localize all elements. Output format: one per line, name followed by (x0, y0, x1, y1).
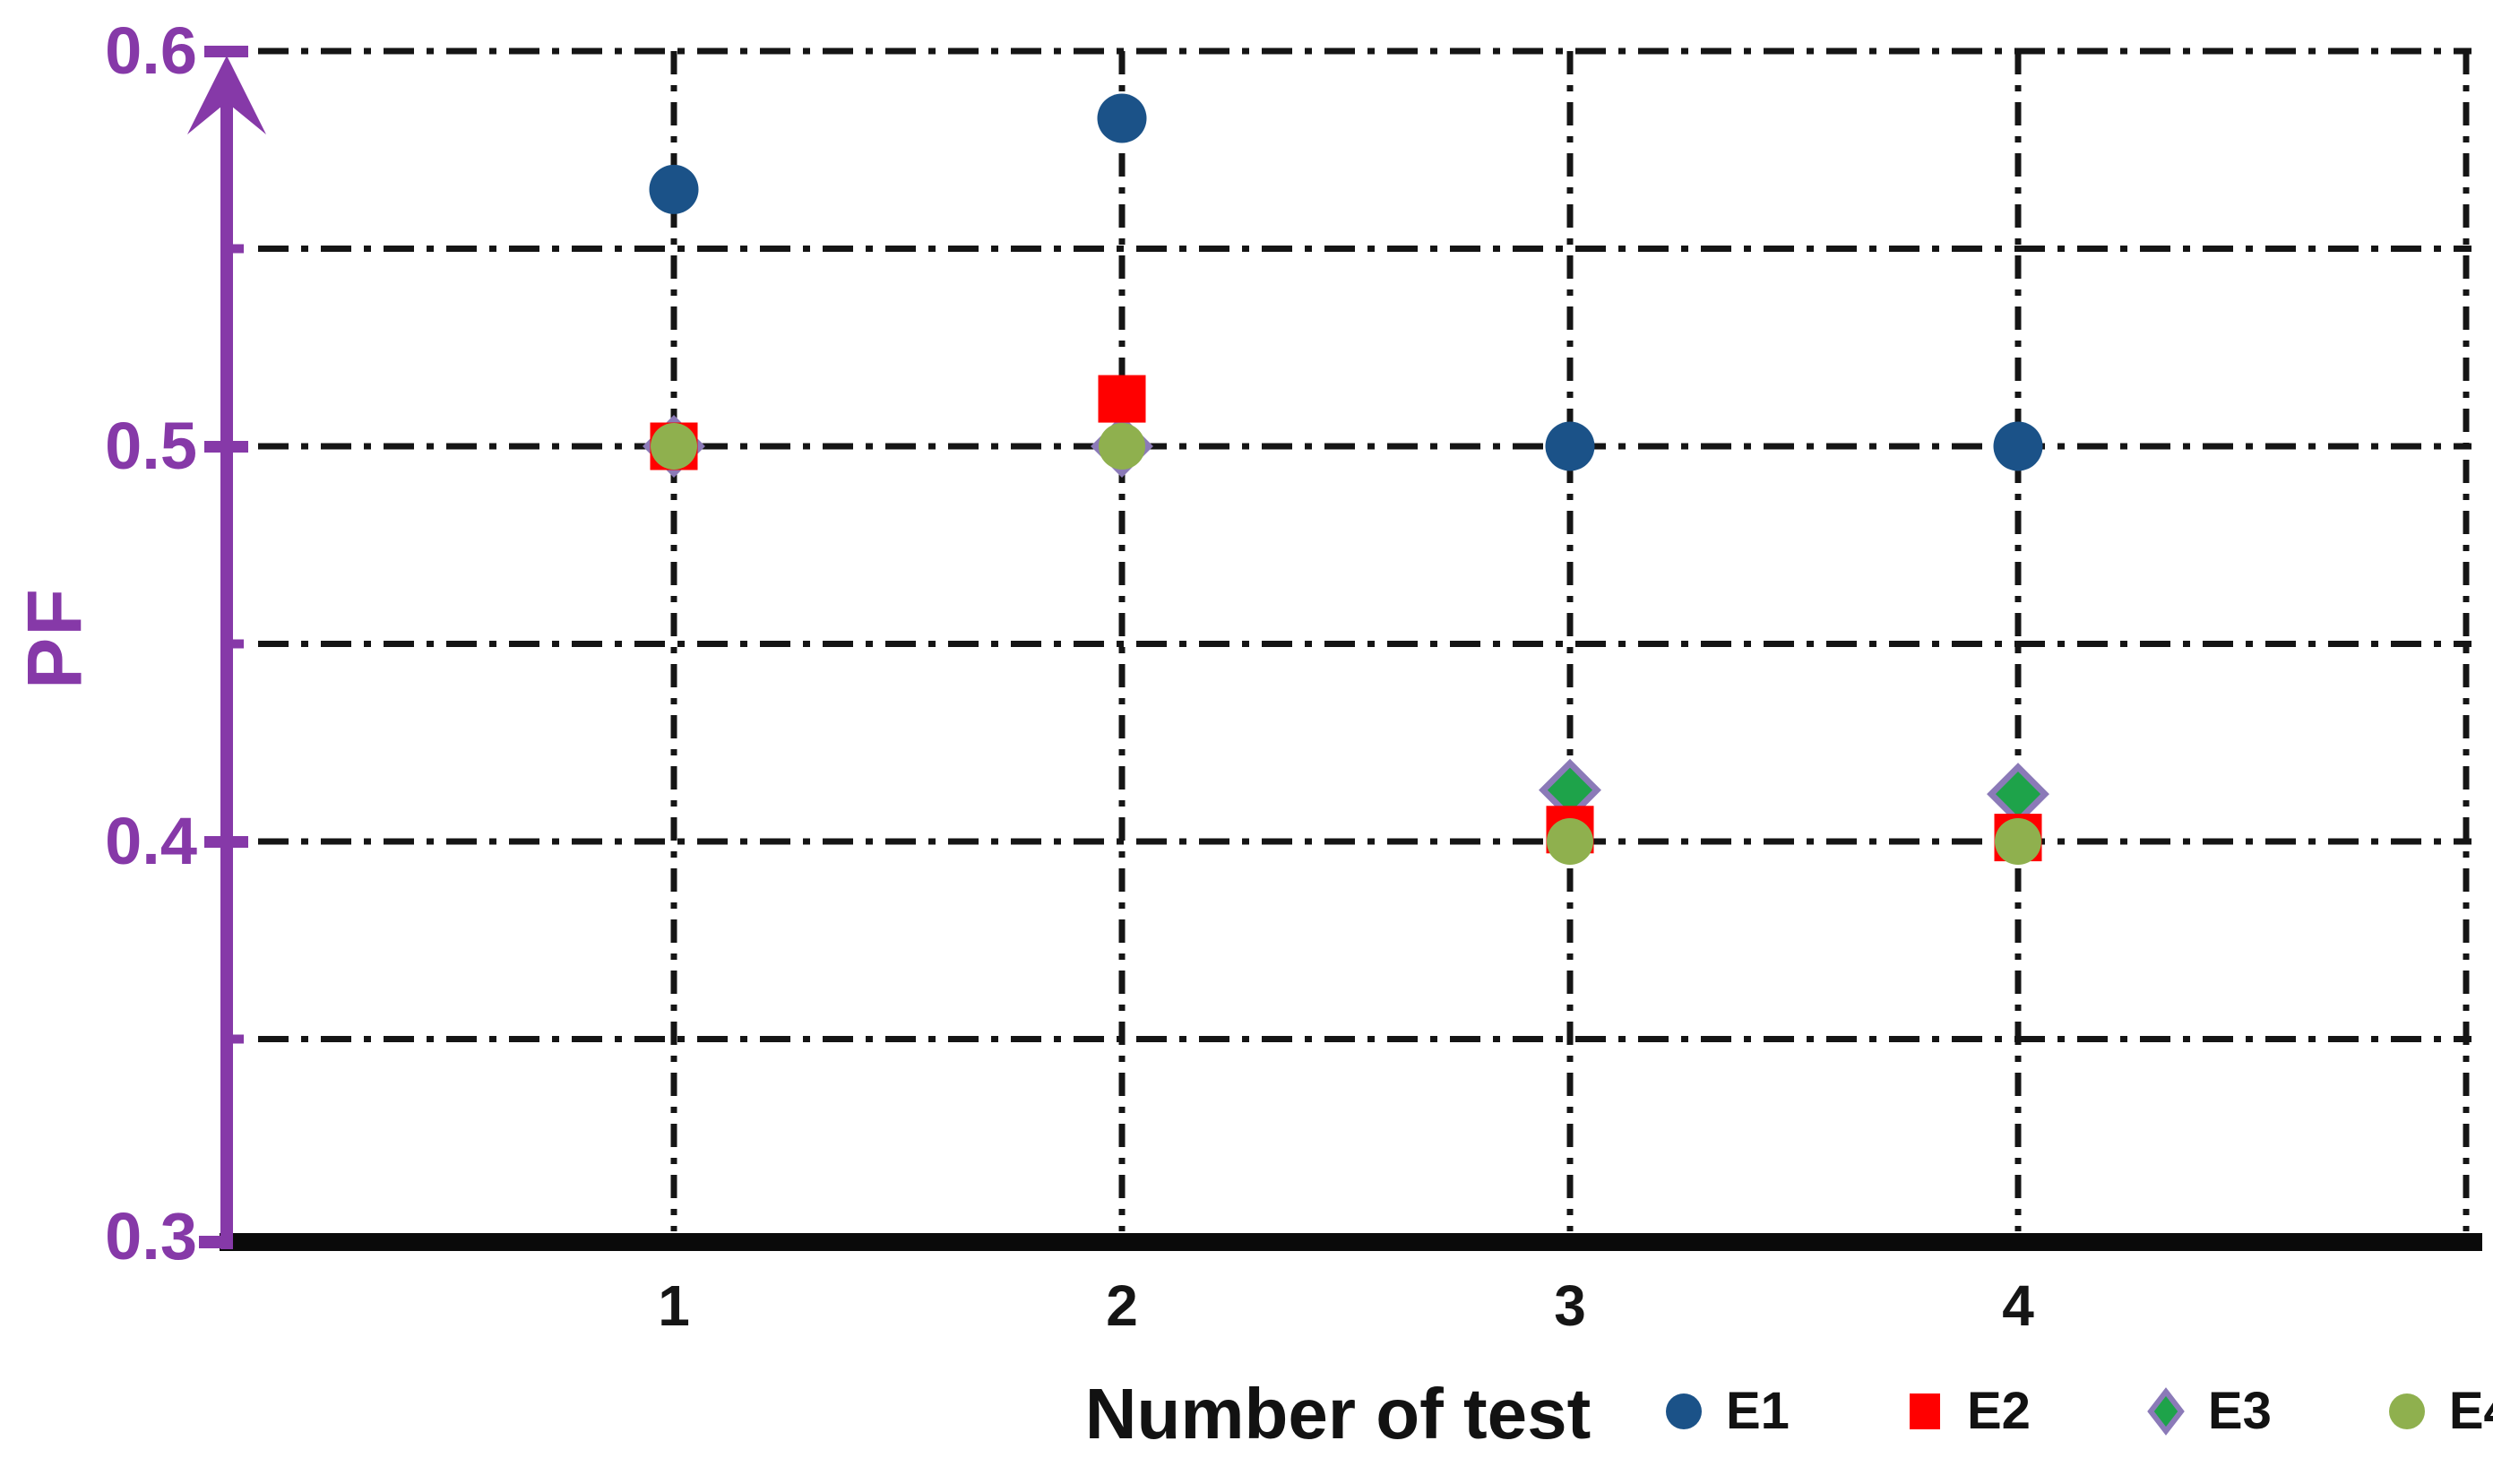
legend-label: E2 (1966, 1382, 2031, 1440)
x-axis-title: Number of test (1084, 1374, 1592, 1454)
x-axis-line (220, 1233, 2482, 1251)
x-tick-label: 3 (1554, 1273, 1586, 1338)
data-point-E4 (651, 423, 697, 470)
data-point-E4 (1547, 818, 1593, 865)
legend-marker-E4-icon (2388, 1393, 2425, 1429)
y-tick-label: 0.6 (105, 13, 197, 88)
legend-marker-E1-icon (1666, 1393, 1702, 1429)
legend-item-E1: E1 (1654, 1382, 1790, 1441)
y-axis-origin-tick (199, 1236, 226, 1248)
y-tick-label: 0.3 (105, 1199, 197, 1273)
data-point-E1 (649, 164, 699, 214)
data-point-E4 (1995, 818, 2041, 865)
y-tick-label: 0.4 (105, 804, 197, 878)
y-minor-tick (226, 244, 244, 254)
y-minor-tick (226, 1034, 244, 1044)
data-point-E3 (1987, 763, 2049, 826)
legend-marker-shape (1909, 1393, 1940, 1429)
y-major-tick (204, 441, 248, 453)
legend-marker-E2-icon (1909, 1393, 1940, 1429)
y-major-tick (204, 836, 248, 848)
data-point-E1 (1545, 421, 1595, 471)
legend-item-E3: E3 (2136, 1382, 2272, 1441)
data-point-E2 (1098, 375, 1146, 423)
x-tick-label: 2 (1106, 1273, 1138, 1338)
y-axis-arrow-icon (187, 56, 266, 134)
y-minor-tick (226, 639, 244, 649)
data-point-E4 (1099, 423, 1145, 470)
legend-item-E2: E2 (1895, 1382, 2031, 1441)
legend-marker-shape (1666, 1393, 1702, 1429)
y-tick-label: 0.5 (105, 409, 197, 483)
legend-marker-shape (2388, 1393, 2425, 1429)
legend: E1 E2 E3 E4 (1654, 1382, 2493, 1441)
legend-label: E3 (2207, 1382, 2272, 1440)
data-point-E1 (1097, 93, 1147, 143)
x-tick-label: 1 (658, 1273, 690, 1338)
legend-marker-E3-icon (2147, 1387, 2185, 1436)
x-tick-label: 4 (2002, 1273, 2034, 1338)
legend-label: E4 (2448, 1382, 2493, 1440)
y-axis-line (220, 86, 233, 1249)
legend-marker-shape (2147, 1387, 2185, 1436)
legend-label: E1 (1726, 1382, 1790, 1440)
y-axis-title: PF (12, 587, 99, 689)
data-point-E1 (1993, 421, 2043, 471)
legend-item-E4: E4 (2377, 1382, 2493, 1441)
y-major-tick (204, 46, 248, 57)
